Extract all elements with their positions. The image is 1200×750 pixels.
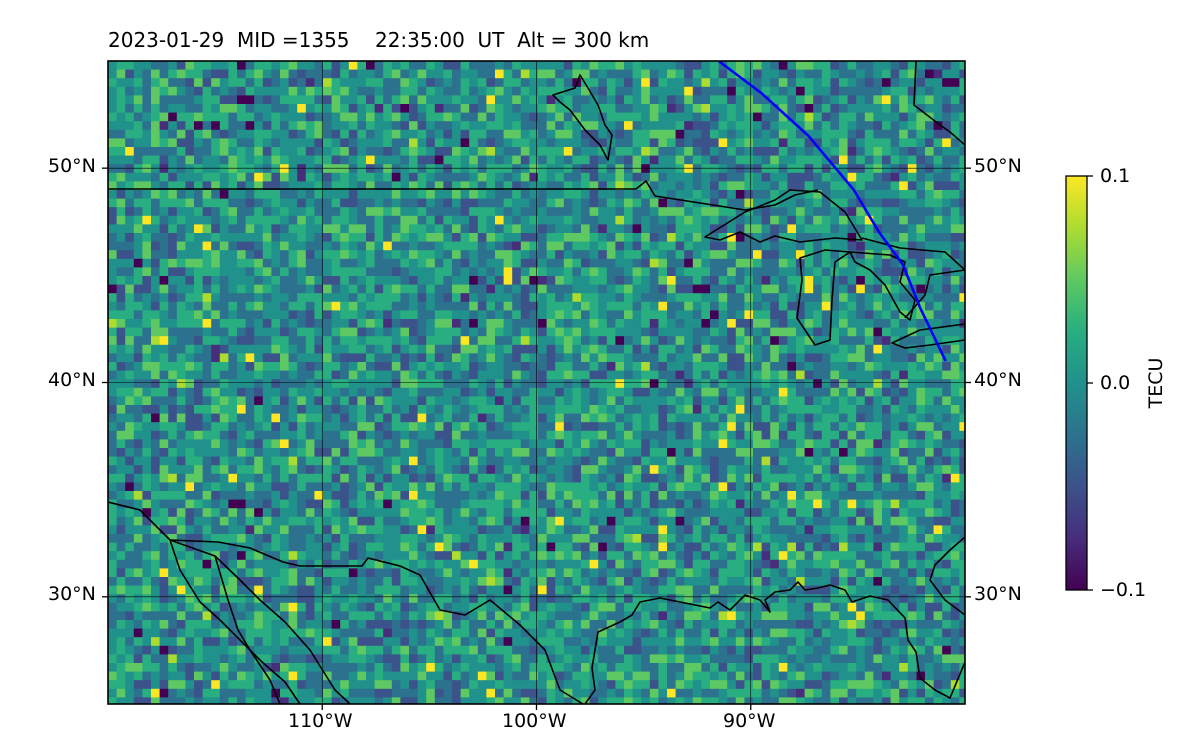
hudson-bay-coast — [552, 74, 613, 161]
baja-peninsula — [108, 501, 301, 704]
colorbar-tick-max: 0.1 — [1100, 165, 1131, 187]
colorbar-tick-min: −0.1 — [1100, 579, 1147, 601]
colorbar — [1065, 175, 1088, 591]
atlantic-coast — [929, 536, 965, 616]
lat-label-right-30: 30°N — [974, 583, 1022, 605]
gulf-coast — [584, 581, 965, 704]
lake-superior — [704, 189, 863, 243]
labrador-coast — [913, 61, 965, 146]
lat-label-right-50: 50°N — [974, 155, 1022, 177]
title-alt: Alt = 300 km — [517, 28, 650, 52]
colorbar-label: TECU — [1145, 357, 1167, 409]
lon-label-100: 100°W — [502, 710, 567, 732]
great-lakes-east-shore — [861, 237, 965, 319]
lake-michigan — [796, 249, 851, 346]
lat-label-left-50: 50°N — [48, 155, 96, 177]
lat-label-left-40: 40°N — [48, 369, 96, 391]
figure-title: 2023-01-29 MID =1355 22:35:00 UT Alt = 3… — [108, 28, 649, 52]
mexico-us-border — [169, 539, 584, 704]
lon-label-90: 90°W — [723, 710, 776, 732]
tec-heatmap — [108, 61, 965, 704]
lake-erie-ontario — [891, 323, 965, 349]
canada-us-border — [108, 180, 819, 211]
lon-label-110: 110°W — [288, 710, 353, 732]
title-time: 22:35:00 UT — [374, 28, 505, 52]
colorbar-ticks — [1087, 175, 1093, 591]
baja-west — [214, 555, 281, 704]
axis-ticks — [102, 167, 971, 710]
title-date: 2023-01-29 — [108, 28, 225, 52]
satellite-track — [717, 61, 947, 362]
lat-label-left-30: 30°N — [48, 583, 96, 605]
colorbar-tick-zero: 0.0 — [1100, 372, 1131, 394]
gulf-of-california — [169, 539, 351, 704]
lat-label-right-40: 40°N — [974, 369, 1022, 391]
title-mid: MID =1355 — [236, 28, 350, 52]
map-gridlines — [108, 61, 965, 704]
